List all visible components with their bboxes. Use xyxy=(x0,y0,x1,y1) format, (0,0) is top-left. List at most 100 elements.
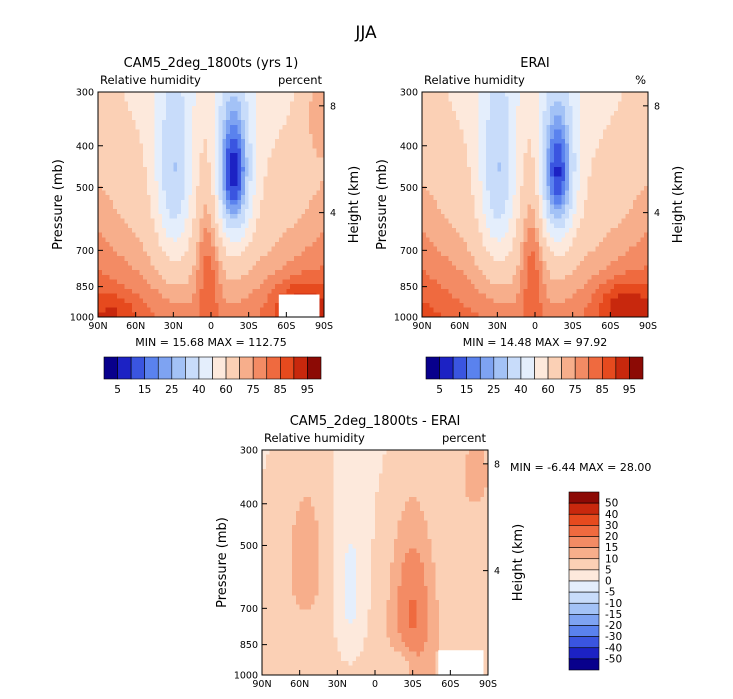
heatmap-cell xyxy=(568,185,574,192)
heatmap-cell xyxy=(158,138,163,145)
heatmap-cell xyxy=(557,110,562,117)
heatmap-cell xyxy=(308,284,314,290)
heatmap-cell xyxy=(523,138,529,145)
heatmap-cell xyxy=(448,171,453,177)
heatmap-cell xyxy=(568,246,574,252)
heatmap-cell xyxy=(282,124,287,131)
heatmap-cell xyxy=(497,143,502,149)
heatmap-cell xyxy=(101,298,107,304)
heatmap-cell xyxy=(493,129,498,135)
heatmap-cell xyxy=(512,213,517,220)
heatmap-cell xyxy=(162,129,167,135)
heatmap-cell xyxy=(131,190,137,196)
heatmap-cell xyxy=(256,152,261,159)
heatmap-cell xyxy=(501,143,506,149)
heatmap-cell xyxy=(448,293,453,299)
heatmap-cell xyxy=(535,167,540,173)
heatmap-cell xyxy=(154,185,159,192)
heatmap-cell xyxy=(229,148,235,154)
heatmap-cell xyxy=(158,307,163,313)
heatmap-cell xyxy=(146,251,152,257)
heatmap-cell xyxy=(226,120,231,126)
heatmap-cell xyxy=(124,185,129,192)
heatmap-cell xyxy=(150,120,156,126)
heatmap-cell xyxy=(568,92,574,98)
heatmap-cell xyxy=(192,134,197,140)
heatmap-cell xyxy=(482,171,487,177)
heatmap-cell xyxy=(158,256,163,262)
heatmap-cell xyxy=(470,96,476,102)
heatmap-cell xyxy=(580,106,585,112)
heatmap-cell xyxy=(248,157,254,163)
heatmap-cell xyxy=(271,237,276,243)
heatmap-cell xyxy=(565,279,570,285)
heatmap-cell xyxy=(501,251,506,257)
heatmap-cell xyxy=(222,302,227,309)
heatmap-cell xyxy=(470,176,476,182)
heatmap-cell xyxy=(120,242,125,248)
heatmap-cell xyxy=(474,293,480,299)
heatmap-cell xyxy=(486,195,491,201)
heatmap-cell xyxy=(565,190,570,196)
heatmap-cell xyxy=(229,288,235,295)
heatmap-cell xyxy=(433,162,438,168)
heatmap-cell xyxy=(162,251,167,257)
heatmap-cell xyxy=(162,92,167,98)
heatmap-cell xyxy=(455,171,461,177)
heatmap-cell xyxy=(241,148,246,154)
heatmap-cell xyxy=(113,148,118,154)
heatmap-cell xyxy=(297,124,302,131)
heatmap-cell xyxy=(98,195,103,201)
heatmap-cell xyxy=(271,138,276,145)
heatmap-cell xyxy=(531,265,536,271)
heatmap-cell xyxy=(180,152,186,159)
heatmap-cell xyxy=(154,157,159,163)
heatmap-cell xyxy=(199,246,205,252)
heatmap-cell xyxy=(207,265,212,271)
heatmap-cell xyxy=(320,284,325,290)
heatmap-cell xyxy=(248,246,254,252)
heatmap-cell xyxy=(486,213,491,220)
heatmap-cell xyxy=(278,260,284,267)
heatmap-cell xyxy=(116,190,122,196)
heatmap-cell xyxy=(576,270,581,276)
heatmap-cell xyxy=(535,237,540,243)
heatmap-cell xyxy=(180,270,186,276)
heatmap-cell xyxy=(444,209,449,215)
heatmap-cell xyxy=(188,298,193,304)
heatmap-cell xyxy=(131,251,137,257)
heatmap-cell xyxy=(271,152,276,159)
heatmap-cell xyxy=(550,110,555,117)
heatmap-cell xyxy=(241,167,246,173)
heatmap-cell xyxy=(286,115,291,121)
heatmap-cell xyxy=(169,293,174,299)
heatmap-cell xyxy=(113,96,118,102)
heatmap-cell xyxy=(214,129,220,135)
heatmap-cell xyxy=(131,92,137,98)
heatmap-cell xyxy=(301,181,306,187)
heatmap-cell xyxy=(131,185,137,192)
heatmap-cell xyxy=(580,209,585,215)
heatmap-cell xyxy=(214,162,220,168)
heatmap-cell xyxy=(440,288,446,295)
heatmap-cell xyxy=(301,115,306,121)
heatmap-cell xyxy=(463,181,468,187)
heatmap-cell xyxy=(470,302,476,309)
heatmap-cell xyxy=(565,134,570,140)
heatmap-cell xyxy=(113,307,118,313)
heatmap-cell xyxy=(474,279,480,285)
heatmap-cell xyxy=(478,110,483,117)
heatmap-cell xyxy=(275,246,280,252)
heatmap-cell xyxy=(256,270,261,276)
heatmap-cell xyxy=(244,242,250,248)
heatmap-cell xyxy=(512,181,517,187)
heatmap-cell xyxy=(259,110,265,117)
heatmap-cell xyxy=(519,152,525,159)
heatmap-cell xyxy=(546,218,551,224)
heatmap-cell xyxy=(188,129,193,135)
heatmap-cell xyxy=(512,204,517,210)
heatmap-cell xyxy=(199,110,205,117)
heatmap-cell xyxy=(493,148,498,154)
heatmap-cell xyxy=(192,265,197,271)
heatmap-cell xyxy=(437,171,442,177)
